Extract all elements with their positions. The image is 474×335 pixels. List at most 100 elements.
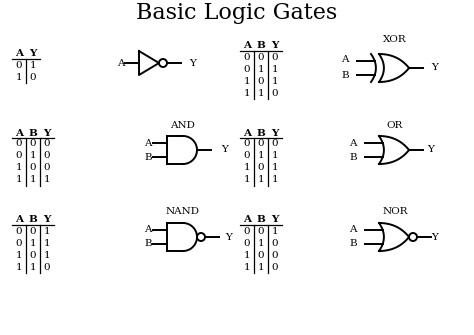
Text: A: A <box>243 215 251 224</box>
Text: 1: 1 <box>44 226 50 236</box>
Text: B: B <box>144 240 152 249</box>
Text: 1: 1 <box>258 151 264 160</box>
Text: 1: 1 <box>30 239 36 248</box>
Text: Y: Y <box>431 64 438 72</box>
Text: B: B <box>28 129 37 137</box>
Text: 0: 0 <box>30 251 36 260</box>
Text: 0: 0 <box>258 139 264 148</box>
Text: 1: 1 <box>258 65 264 73</box>
Text: 1: 1 <box>16 263 22 271</box>
Circle shape <box>159 59 167 67</box>
Circle shape <box>197 233 205 241</box>
Text: Y: Y <box>43 215 51 224</box>
Text: 0: 0 <box>30 139 36 148</box>
Text: Y: Y <box>221 145 228 154</box>
Text: 1: 1 <box>244 76 250 85</box>
Text: 1: 1 <box>30 151 36 160</box>
Text: 1: 1 <box>30 176 36 185</box>
Text: 0: 0 <box>44 139 50 148</box>
Text: A: A <box>349 225 357 234</box>
Text: B: B <box>256 215 265 224</box>
Text: 1: 1 <box>30 61 36 69</box>
Text: Y: Y <box>29 50 36 59</box>
Text: 0: 0 <box>30 226 36 236</box>
Text: 1: 1 <box>258 239 264 248</box>
Text: 1: 1 <box>16 72 22 81</box>
Text: 1: 1 <box>244 251 250 260</box>
Text: 1: 1 <box>272 226 278 236</box>
Text: Y: Y <box>271 129 279 137</box>
Text: 0: 0 <box>244 139 250 148</box>
Text: A: A <box>341 56 349 65</box>
Text: A: A <box>243 42 251 51</box>
Text: A: A <box>15 129 23 137</box>
Text: 1: 1 <box>258 263 264 271</box>
Text: 1: 1 <box>258 176 264 185</box>
Text: 1: 1 <box>244 88 250 97</box>
Text: 1: 1 <box>244 263 250 271</box>
Text: B: B <box>144 152 152 161</box>
Text: 0: 0 <box>258 53 264 62</box>
Text: 0: 0 <box>16 61 22 69</box>
Text: 1: 1 <box>30 263 36 271</box>
Text: 0: 0 <box>272 53 278 62</box>
Text: 0: 0 <box>258 163 264 173</box>
Text: 1: 1 <box>272 176 278 185</box>
Text: Y: Y <box>271 42 279 51</box>
Text: 0: 0 <box>272 251 278 260</box>
Text: 1: 1 <box>272 76 278 85</box>
Text: 0: 0 <box>30 72 36 81</box>
Text: AND: AND <box>171 121 195 130</box>
Text: 0: 0 <box>244 226 250 236</box>
Text: 0: 0 <box>44 263 50 271</box>
Text: 1: 1 <box>272 65 278 73</box>
Text: 0: 0 <box>258 76 264 85</box>
Text: 1: 1 <box>272 163 278 173</box>
Text: 1: 1 <box>244 176 250 185</box>
Text: 0: 0 <box>30 163 36 173</box>
Text: 0: 0 <box>16 151 22 160</box>
Text: 0: 0 <box>244 65 250 73</box>
Text: 1: 1 <box>44 176 50 185</box>
Text: Basic Logic Gates: Basic Logic Gates <box>137 2 337 24</box>
Text: B: B <box>28 215 37 224</box>
Text: 0: 0 <box>16 239 22 248</box>
Text: B: B <box>349 152 357 161</box>
Text: A: A <box>349 138 357 147</box>
Text: 1: 1 <box>272 151 278 160</box>
Text: 0: 0 <box>272 239 278 248</box>
Text: 1: 1 <box>44 239 50 248</box>
Text: 0: 0 <box>16 139 22 148</box>
Text: Y: Y <box>271 215 279 224</box>
Text: A: A <box>15 215 23 224</box>
Text: 0: 0 <box>272 263 278 271</box>
Text: Y: Y <box>431 232 438 242</box>
Text: A: A <box>117 59 125 67</box>
Text: OR: OR <box>387 121 403 130</box>
Text: NAND: NAND <box>166 207 200 216</box>
Text: 0: 0 <box>44 151 50 160</box>
Text: XOR: XOR <box>383 36 407 45</box>
Text: Y: Y <box>43 129 51 137</box>
Text: B: B <box>341 71 349 80</box>
Text: B: B <box>256 42 265 51</box>
Text: 0: 0 <box>16 226 22 236</box>
Text: Y: Y <box>190 59 196 67</box>
Text: 0: 0 <box>244 239 250 248</box>
Text: B: B <box>256 129 265 137</box>
Text: 1: 1 <box>44 251 50 260</box>
Text: 1: 1 <box>16 176 22 185</box>
Text: 0: 0 <box>272 88 278 97</box>
Text: B: B <box>349 240 357 249</box>
Text: Y: Y <box>226 232 232 242</box>
Text: 0: 0 <box>258 251 264 260</box>
Text: 1: 1 <box>16 163 22 173</box>
Text: 0: 0 <box>244 151 250 160</box>
Text: 1: 1 <box>16 251 22 260</box>
Text: A: A <box>15 50 23 59</box>
Text: 1: 1 <box>244 163 250 173</box>
Text: A: A <box>144 138 152 147</box>
Text: 0: 0 <box>272 139 278 148</box>
Text: 0: 0 <box>44 163 50 173</box>
Text: A: A <box>243 129 251 137</box>
